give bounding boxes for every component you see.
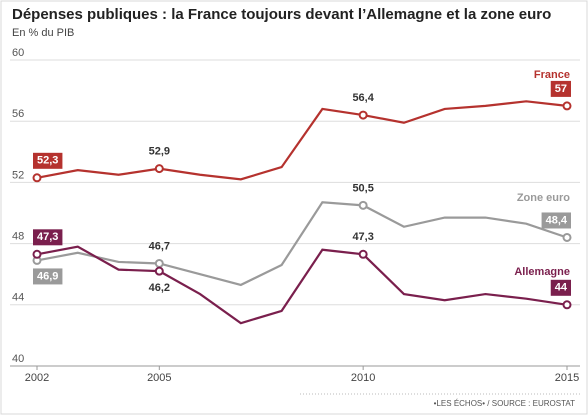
value-label: 46,7 xyxy=(149,240,170,252)
value-label: 47,3 xyxy=(352,231,373,243)
point xyxy=(562,101,572,111)
value-label-box xyxy=(541,212,571,229)
point xyxy=(562,300,572,310)
point xyxy=(358,249,368,259)
series-name: Zone euro xyxy=(517,192,570,204)
value-label-box xyxy=(33,229,63,246)
value-label: 52,3 xyxy=(37,155,58,167)
x-tick-label: 2005 xyxy=(147,372,171,384)
point xyxy=(154,266,164,276)
y-tick-label: 48 xyxy=(12,231,24,243)
series-name: France xyxy=(534,69,570,81)
y-tick-label: 56 xyxy=(12,108,24,120)
series-name: Allemagne xyxy=(514,266,570,278)
point xyxy=(32,173,42,183)
value-label: 52,9 xyxy=(149,146,170,158)
chart-subtitle: En % du PIB xyxy=(12,27,74,39)
value-label-box xyxy=(550,80,571,97)
x-tick-label: 2015 xyxy=(555,372,579,384)
value-label: 56,4 xyxy=(352,92,374,104)
chart-title: Dépenses publiques : la France toujours … xyxy=(12,6,551,23)
value-label: 47,3 xyxy=(37,231,58,243)
point xyxy=(358,200,368,210)
point xyxy=(32,249,42,259)
point xyxy=(154,258,164,268)
value-label: 46,9 xyxy=(37,270,58,282)
series-line xyxy=(36,245,568,325)
value-label: 48,4 xyxy=(546,214,568,226)
series-line xyxy=(36,201,568,287)
value-label-box xyxy=(550,279,571,296)
point xyxy=(562,232,572,242)
y-tick-label: 44 xyxy=(12,292,24,304)
point xyxy=(358,110,368,120)
value-label: 46,2 xyxy=(149,282,170,294)
value-label: 50,5 xyxy=(352,182,373,194)
y-tick-label: 40 xyxy=(12,353,24,365)
value-label-box xyxy=(33,268,63,285)
y-tick-label: 52 xyxy=(12,169,24,181)
source: •LES ÉCHOS• / SOURCE : EUROSTAT xyxy=(434,399,575,408)
point xyxy=(154,164,164,174)
value-label: 44 xyxy=(555,282,568,294)
value-label-box xyxy=(33,152,63,169)
series-line xyxy=(36,100,568,181)
x-tick-label: 2002 xyxy=(25,372,49,384)
x-tick-label: 2010 xyxy=(351,372,375,384)
y-tick-label: 60 xyxy=(12,47,24,59)
value-label: 57 xyxy=(555,83,567,95)
